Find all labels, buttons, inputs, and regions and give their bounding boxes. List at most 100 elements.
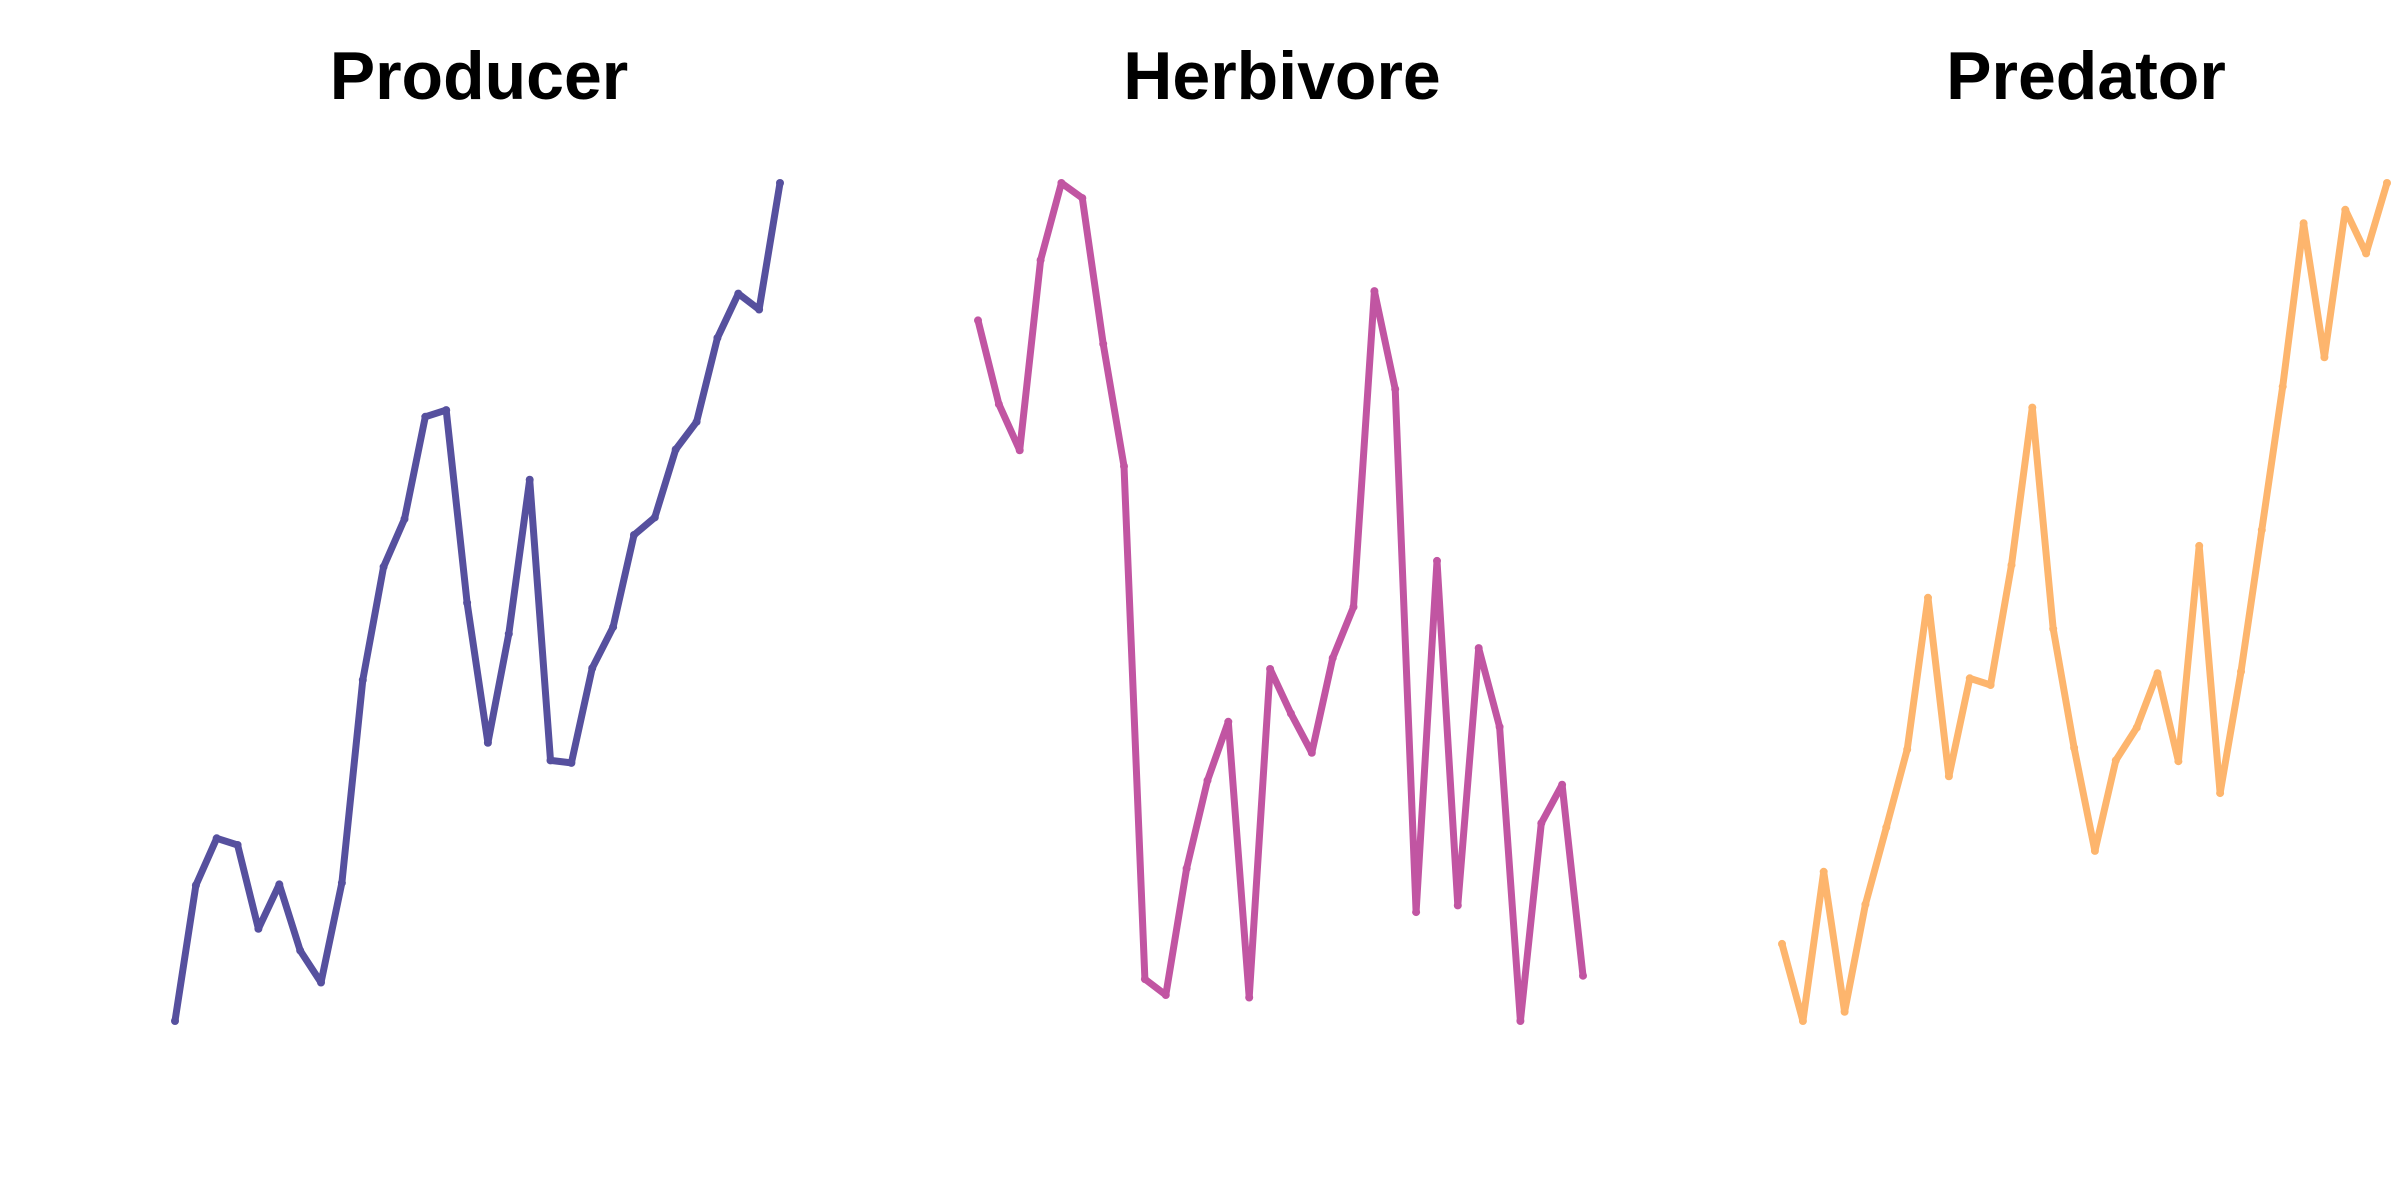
predator-point-28: [2341, 205, 2350, 214]
predator-point-20: [2174, 757, 2183, 766]
predator-point-10: [1965, 674, 1974, 683]
predator-point-29: [2362, 249, 2371, 258]
producer-point-29: [755, 305, 764, 314]
herbivore-point-1: [974, 316, 982, 325]
predator-point-23: [2237, 667, 2245, 676]
predator-point-7: [1903, 745, 1912, 754]
predator-point-6: [1882, 823, 1891, 832]
producer-point-8: [317, 978, 325, 987]
predator-point-30: [2383, 179, 2391, 187]
producer-point-15: [463, 598, 472, 607]
herbivore-point-15: [1266, 665, 1275, 673]
producer-point-6: [275, 880, 284, 889]
producer-point-16: [483, 738, 492, 747]
predator-point-19: [2153, 669, 2162, 678]
herbivore-point-24: [1453, 901, 1462, 910]
herbivore-point-9: [1140, 975, 1149, 984]
predator-point-16: [2090, 846, 2099, 855]
producer-point-21: [588, 664, 597, 673]
producer-point-19: [546, 756, 555, 765]
producer-point-23: [630, 531, 638, 539]
panel-title-herbivore: Herbivore: [1123, 38, 1440, 114]
producer-point-2: [191, 881, 200, 890]
predator-point-11: [1986, 681, 1995, 689]
herbivore-point-2: [994, 400, 1003, 409]
panel-predator: Predator: [1778, 38, 2391, 1025]
predator-point-21: [2195, 541, 2204, 550]
producer-point-28: [734, 289, 743, 298]
herbivore-point-22: [1412, 908, 1421, 917]
producer-point-26: [692, 417, 701, 426]
herbivore-point-16: [1286, 709, 1295, 718]
predator-point-3: [1819, 867, 1828, 876]
predator-point-22: [2216, 789, 2225, 798]
herbivore-series: [974, 179, 1587, 1025]
producer-point-22: [609, 623, 618, 632]
predator-point-18: [2132, 723, 2141, 732]
producer-point-9: [337, 878, 346, 887]
producer-point-7: [296, 946, 305, 955]
predator-point-4: [1840, 1007, 1849, 1016]
predator-point-27: [2320, 353, 2329, 362]
panel-producer: Producer: [171, 38, 784, 1025]
predator-point-25: [2278, 382, 2287, 391]
predator-point-14: [2049, 624, 2058, 633]
producer-point-20: [567, 758, 576, 767]
producer-point-10: [358, 675, 367, 684]
producer-point-12: [400, 515, 409, 523]
producer-line: [171, 179, 784, 1025]
herbivore-point-17: [1307, 748, 1316, 757]
herbivore-point-20: [1370, 287, 1379, 296]
herbivore-point-23: [1433, 556, 1441, 565]
predator-point-1: [1778, 939, 1786, 948]
predator-point-8: [1924, 593, 1932, 602]
predator-point-17: [2111, 756, 2120, 765]
predator-point-24: [2257, 525, 2266, 534]
predator-point-26: [2299, 219, 2308, 228]
predator-series: [1778, 179, 2391, 1025]
herbivore-point-25: [1474, 644, 1483, 653]
herbivore-point-5: [1057, 179, 1066, 187]
herbivore-point-26: [1495, 722, 1504, 731]
panel-title-producer: Producer: [330, 38, 629, 114]
producer-point-24: [650, 513, 659, 522]
herbivore-point-21: [1391, 385, 1400, 394]
herbivore-point-3: [1015, 446, 1024, 455]
predator-point-13: [2028, 403, 2037, 412]
predator-point-15: [2070, 743, 2079, 752]
herbivore-point-10: [1161, 991, 1170, 999]
herbivore-point-6: [1078, 194, 1087, 203]
producer-point-13: [421, 412, 430, 421]
producer-series: [171, 179, 784, 1025]
producer-point-1: [171, 1017, 179, 1025]
herbivore-point-7: [1099, 339, 1108, 348]
panel-herbivore: Herbivore: [974, 38, 1587, 1025]
producer-point-4: [233, 841, 242, 849]
herbivore-point-14: [1245, 993, 1254, 1002]
herbivore-point-30: [1579, 971, 1587, 980]
predator-point-5: [1861, 900, 1870, 909]
herbivore-point-11: [1182, 864, 1191, 873]
predator-point-2: [1798, 1017, 1807, 1025]
producer-point-27: [713, 334, 722, 342]
producer-point-14: [442, 406, 451, 415]
herbivore-point-18: [1328, 654, 1337, 663]
herbivore-point-29: [1558, 780, 1567, 789]
herbivore-point-12: [1203, 776, 1212, 785]
herbivore-point-8: [1120, 462, 1128, 471]
producer-point-18: [525, 475, 534, 484]
predator-line: [1778, 179, 2391, 1025]
predator-point-12: [2007, 561, 2016, 570]
predator-point-9: [1944, 772, 1953, 781]
producer-point-11: [379, 562, 388, 571]
herbivore-point-28: [1537, 819, 1546, 828]
herbivore-point-19: [1349, 603, 1358, 611]
producer-point-3: [212, 834, 221, 843]
producer-point-30: [776, 179, 784, 187]
herbivore-line: [974, 179, 1587, 1025]
panel-title-predator: Predator: [1946, 38, 2226, 114]
producer-point-17: [504, 629, 513, 638]
herbivore-point-13: [1224, 717, 1233, 726]
herbivore-point-27: [1516, 1017, 1525, 1025]
